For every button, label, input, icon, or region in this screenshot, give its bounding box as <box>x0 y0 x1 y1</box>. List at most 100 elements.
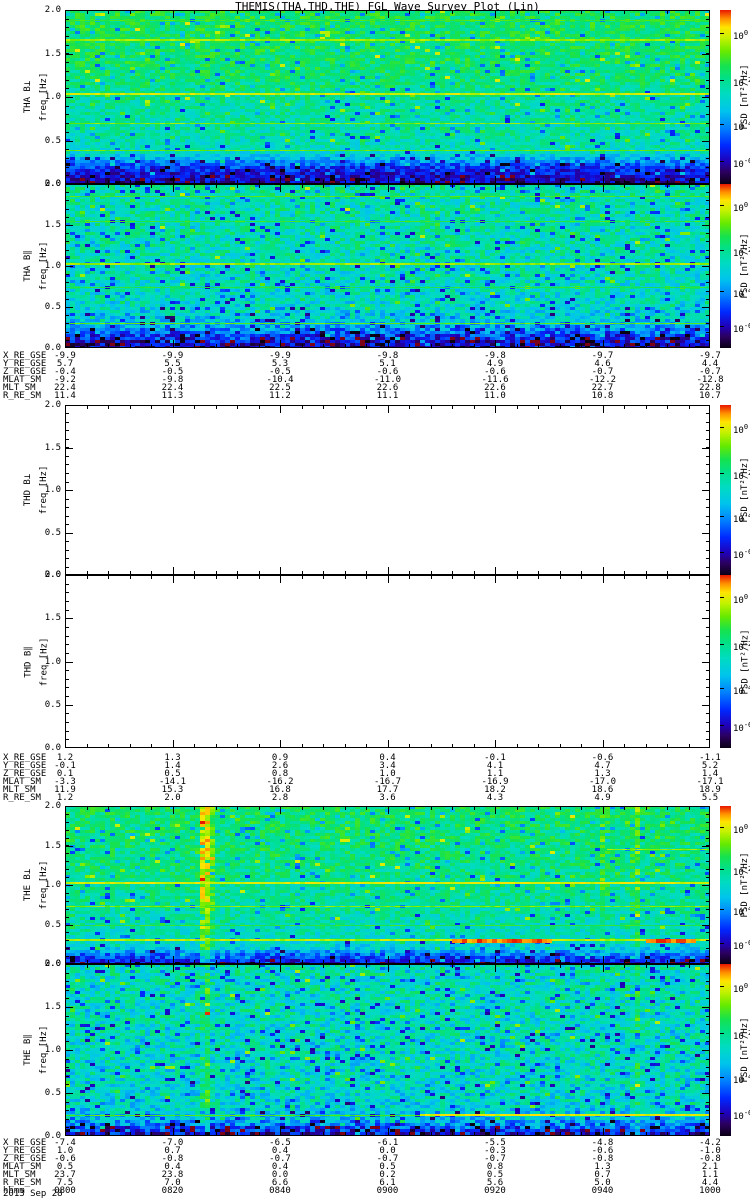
colorbar-exponent: -4 <box>743 120 750 128</box>
ephemeris-value: 0.7 <box>594 1170 611 1180</box>
colorbar-exponent: -2 <box>743 246 750 254</box>
ephemeris-value: 10.7 <box>699 391 721 401</box>
ephemeris-value: 4.9 <box>486 359 504 369</box>
ephemeris-row-label: X_RE_GSE <box>3 1138 47 1148</box>
ephemeris-value: -16.7 <box>373 777 402 787</box>
ytick-label: 1.0 <box>44 656 61 667</box>
colorbar-tick-label: 10-2 <box>733 76 750 89</box>
ephemeris-value: -0.7 <box>484 1154 506 1164</box>
ephemeris-value: 0.5 <box>379 1162 396 1172</box>
ephemeris-value: 18.6 <box>591 785 614 795</box>
colorbar-tick-label: 10-6 <box>733 548 750 561</box>
ephemeris-value: 18.2 <box>484 785 506 795</box>
ephemeris-value: 3.4 <box>379 761 396 771</box>
ephemeris-value: -0.7 <box>699 367 721 377</box>
colorbar-exponent: -2 <box>743 865 750 873</box>
colorbar-tick <box>720 124 724 125</box>
ephemeris-value: 1.4 <box>701 769 719 779</box>
colorbar-exponent: 0 <box>743 423 749 431</box>
colorbar-exponent: 0 <box>743 982 749 990</box>
ephemeris-value: -6.1 <box>376 1138 399 1148</box>
ephemeris-row-label: Z_RE_GSE <box>3 367 47 377</box>
ephemeris-value: -9.7 <box>699 351 721 361</box>
ephemeris-value: 1.3 <box>594 1162 611 1172</box>
colorbar-tick <box>720 291 724 292</box>
ephemeris-value: 11.2 <box>269 391 291 401</box>
ephemeris-value: -6.5 <box>269 1138 291 1148</box>
colorbar-thd-bperp <box>720 405 731 575</box>
ephemeris-value: -0.6 <box>591 1146 614 1156</box>
ephemeris-value: 0.0 <box>379 1146 396 1156</box>
ephemeris-value: 0.4 <box>164 1162 181 1172</box>
ephemeris-value: 5.5 <box>164 359 181 369</box>
ephemeris-row-label: R_RE_SM <box>3 1178 41 1188</box>
spectrogram-the-bpar-canvas <box>65 964 710 1136</box>
ephemeris-row-label: MLT_SM <box>3 383 36 393</box>
colorbar-tick-label: 10-4 <box>733 512 750 525</box>
colorbar-tick <box>720 597 724 598</box>
ephemeris-value: 23.7 <box>54 1170 76 1180</box>
ephemeris-value: 17.7 <box>376 785 399 795</box>
ephemeris-value: 7.0 <box>164 1178 181 1188</box>
colorbar-exponent: -6 <box>743 322 750 330</box>
ephemeris-value: 22.6 <box>484 383 506 393</box>
colorbar-title: PSD [nT²/Hz] <box>740 1017 750 1083</box>
ytick-label: 1.5 <box>44 613 61 624</box>
colorbar-tick-label: 100 <box>733 982 749 995</box>
ephemeris-value: -4.8 <box>591 1138 614 1148</box>
ephemeris-value: 4.6 <box>594 359 611 369</box>
panel-name-label: THA B∥ <box>23 250 33 282</box>
colorbar-tick <box>720 827 724 828</box>
ephemeris-row-label: hhmm <box>3 1186 25 1196</box>
colorbar-exponent: -6 <box>743 939 750 947</box>
ephemeris-value: 0.5 <box>164 769 181 779</box>
colorbar-exponent: -4 <box>743 905 750 913</box>
colorbar-exponent: 0 <box>743 29 749 37</box>
ephemeris-value: -0.7 <box>376 1154 399 1164</box>
spectrogram-thd-bperp-canvas <box>65 405 710 575</box>
colorbar-tick <box>720 205 724 206</box>
panel-name-label: THD B∥ <box>23 645 33 678</box>
ephemeris-value: 0.8 <box>271 769 289 779</box>
ephemeris-value: -12.2 <box>588 375 617 385</box>
ephemeris-value: -17.0 <box>588 777 617 787</box>
ephemeris-value: -0.6 <box>591 753 614 763</box>
ephemeris-value: 10.8 <box>591 391 614 401</box>
colorbar-tick-label: 10-2 <box>733 640 750 653</box>
ephemeris-value: -0.6 <box>484 367 506 377</box>
ephemeris-row-label: X_RE_GSE <box>3 753 47 763</box>
colorbar-tick-label: 10-4 <box>733 120 750 133</box>
ephemeris-value: 22.4 <box>54 383 76 393</box>
colorbar-tick <box>720 326 724 327</box>
ephemeris-value: 5.2 <box>701 761 719 771</box>
ytick-label: 0.5 <box>44 302 61 312</box>
ephemeris-value: 6.1 <box>379 1178 396 1188</box>
colorbar-tick <box>720 688 724 689</box>
ephemeris-value: 5.5 <box>701 793 719 803</box>
spectrogram-thd-bpar-canvas <box>65 575 710 748</box>
colorbar-tick-label: 10-6 <box>733 721 750 734</box>
ytick-label: 0.5 <box>44 1088 61 1098</box>
ephemeris-value: 11.9 <box>54 785 76 795</box>
ephemeris-value: -11.6 <box>481 375 509 385</box>
colorbar-tick-label: 100 <box>733 593 749 606</box>
ephemeris-row-label: R_RE_SM <box>3 793 41 803</box>
time-tick-label: 0840 <box>269 1186 291 1196</box>
colorbar-exponent: 0 <box>743 201 749 209</box>
ytick-label: 0.5 <box>44 135 61 146</box>
ytick-label: 1.0 <box>44 92 61 102</box>
ytick-label: 0.0 <box>44 570 61 580</box>
ephemeris-value: 5.0 <box>594 1178 611 1188</box>
ephemeris-value: 11.0 <box>484 391 506 401</box>
ephemeris-value: 1.1 <box>701 1170 719 1180</box>
ytick-label: 0.0 <box>44 179 61 189</box>
ephemeris-value: -12.8 <box>696 375 724 385</box>
ephemeris-value: 11.3 <box>161 391 184 401</box>
ephemeris-value: -4.2 <box>699 1138 721 1148</box>
ephemeris-value: 1.0 <box>56 1146 74 1156</box>
ephemeris-value: -0.8 <box>161 1154 184 1164</box>
ephemeris-value: 2.8 <box>271 793 289 803</box>
ephemeris-value: 18.9 <box>699 785 721 795</box>
ephemeris-value: -0.1 <box>484 753 506 763</box>
ephemeris-value: -0.5 <box>269 367 291 377</box>
